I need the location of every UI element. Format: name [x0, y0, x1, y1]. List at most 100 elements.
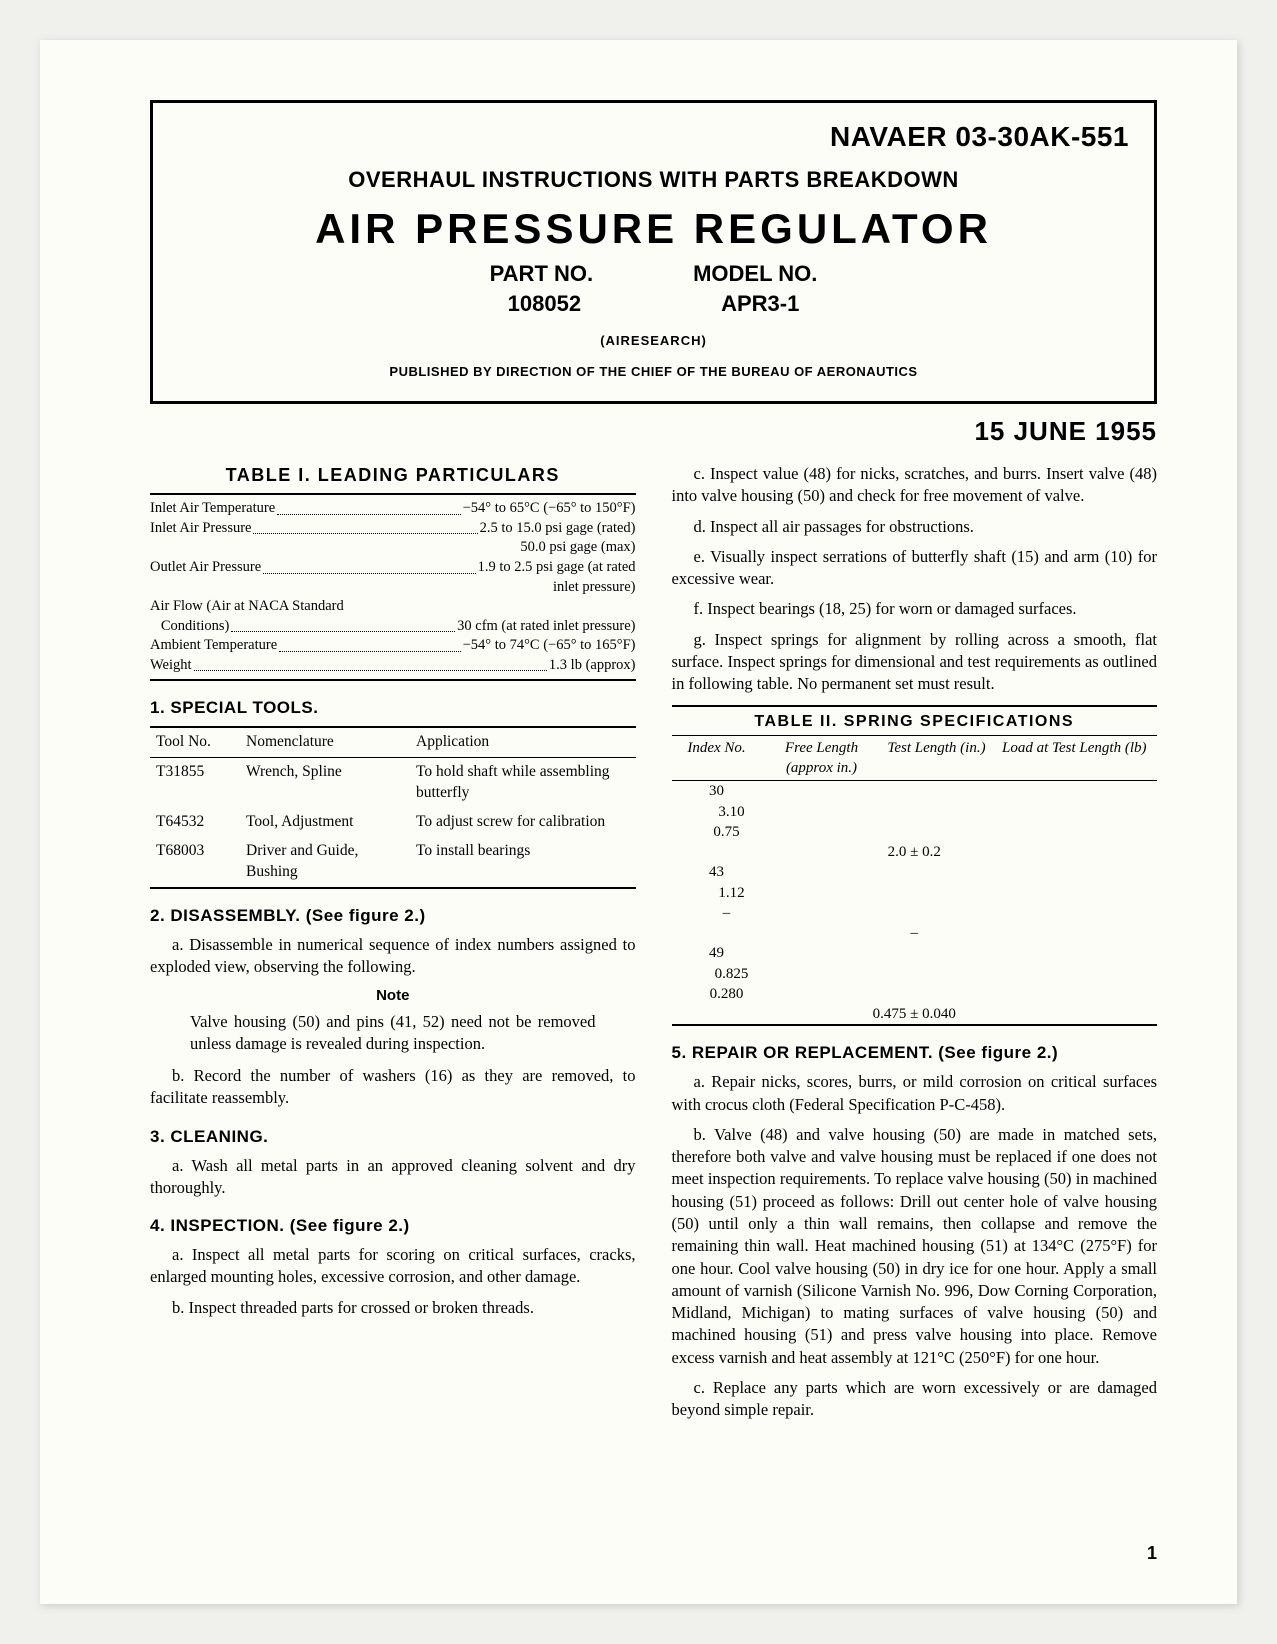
- spring-cell: –: [672, 903, 782, 923]
- document-date: 15 JUNE 1955: [150, 416, 1157, 447]
- leader-dots: [231, 617, 455, 633]
- particulars-label: Weight: [150, 656, 192, 676]
- tools-cell: Tool, Adjustment: [240, 812, 410, 833]
- table-1: TABLE I. LEADING PARTICULARS Inlet Air T…: [150, 463, 636, 681]
- section-1-head: 1. SPECIAL TOOLS.: [150, 697, 636, 720]
- spring-cell: 49: [672, 943, 762, 963]
- part-model-labels: PART NO. MODEL NO.: [178, 261, 1129, 287]
- content-columns: TABLE I. LEADING PARTICULARS Inlet Air T…: [150, 463, 1157, 1429]
- section-5-b: b. Valve (48) and valve housing (50) are…: [672, 1124, 1158, 1369]
- section-5-a: a. Repair nicks, scores, burrs, or mild …: [672, 1071, 1158, 1116]
- tools-cell: To install bearings: [410, 841, 636, 883]
- spring-cell: 1.12: [672, 883, 792, 903]
- leader-dots: [263, 558, 476, 574]
- section-4-c: c. Inspect value (48) for nicks, scratch…: [672, 463, 1158, 508]
- spring-col-2: Free Length (approx in.): [762, 738, 882, 779]
- tools-col-2: Nomenclature: [240, 732, 410, 753]
- spring-cell: 0.475 ± 0.040: [672, 1004, 1158, 1024]
- particulars-value: −54° to 65°C (−65° to 150°F): [463, 499, 636, 519]
- model-no-label: MODEL NO.: [693, 261, 817, 287]
- table-2-head: Index No. Free Length (approx in.) Test …: [672, 735, 1158, 782]
- spring-col-3: Test Length (in.): [882, 738, 992, 779]
- leader-dots: [253, 519, 477, 535]
- spring-row: 431.12––: [672, 862, 1158, 943]
- tools-col-1: Tool No.: [150, 732, 240, 753]
- particulars-subvalue: inlet pressure): [553, 578, 636, 598]
- document-title: AIR PRESSURE REGULATOR: [178, 205, 1129, 253]
- particulars-value: 2.5 to 15.0 psi gage (rated): [480, 519, 636, 539]
- leader-dots: [279, 636, 460, 652]
- section-2-head: 2. DISASSEMBLY. (See figure 2.): [150, 905, 636, 928]
- spring-cell: 0.75: [672, 822, 782, 842]
- particulars-label: Conditions): [150, 617, 229, 637]
- section-4-e: e. Visually inspect serrations of butter…: [672, 546, 1158, 591]
- particulars-label: Air Flow (Air at NACA Standard: [150, 597, 636, 617]
- manufacturer: (AIRESEARCH): [178, 333, 1129, 348]
- published-by: PUBLISHED BY DIRECTION OF THE CHIEF OF T…: [178, 364, 1129, 379]
- section-4-g: g. Inspect springs for alignment by roll…: [672, 629, 1158, 696]
- particulars-label: Inlet Air Temperature: [150, 499, 275, 519]
- spring-col-4: Load at Test Length (lb): [992, 738, 1158, 779]
- tools-row: T68003Driver and Guide, BushingTo instal…: [150, 837, 636, 887]
- spring-row: 490.8250.2800.475 ± 0.040: [672, 943, 1158, 1024]
- particulars-row: Ambient Temperature −54° to 74°C (−65° to…: [150, 636, 636, 656]
- spring-cell: 2.0 ± 0.2: [672, 842, 1158, 862]
- section-2-a: a. Disassemble in numerical sequence of …: [150, 934, 636, 979]
- tools-cell: T31855: [150, 762, 240, 804]
- tools-row: T31855Wrench, SplineTo hold shaft while …: [150, 758, 636, 808]
- part-no-value: 108052: [508, 291, 581, 317]
- tools-cell: T68003: [150, 841, 240, 883]
- tools-cell: To hold shaft while assembling butterfly: [410, 762, 636, 804]
- tools-cell: Wrench, Spline: [240, 762, 410, 804]
- page-number: 1: [1147, 1543, 1157, 1564]
- document-category: OVERHAUL INSTRUCTIONS WITH PARTS BREAKDO…: [178, 167, 1129, 193]
- right-column: c. Inspect value (48) for nicks, scratch…: [672, 463, 1158, 1429]
- particulars-row: Outlet Air Pressure 1.9 to 2.5 psi gage (…: [150, 558, 636, 578]
- particulars-value: 1.9 to 2.5 psi gage (at rated: [478, 558, 636, 578]
- part-model-values: 108052 APR3-1: [178, 291, 1129, 317]
- section-3-a: a. Wash all metal parts in an approved c…: [150, 1155, 636, 1200]
- particulars-row: Conditions) 30 cfm (at rated inlet pressu…: [150, 617, 636, 637]
- particulars-label: Inlet Air Pressure: [150, 519, 251, 539]
- section-4-a: a. Inspect all metal parts for scoring o…: [150, 1244, 636, 1289]
- leader-dots: [277, 499, 460, 515]
- spring-cell: 30: [672, 781, 762, 801]
- section-4-head: 4. INSPECTION. (See figure 2.): [150, 1215, 636, 1238]
- particulars-label: Outlet Air Pressure: [150, 558, 261, 578]
- tools-col-3: Application: [410, 732, 636, 753]
- section-2-b: b. Record the number of washers (16) as …: [150, 1065, 636, 1110]
- spring-cell: 0.280: [672, 984, 782, 1004]
- note-body: Valve housing (50) and pins (41, 52) nee…: [190, 1011, 596, 1056]
- particulars-row: Inlet Air Temperature −54° to 65°C (−65° …: [150, 499, 636, 519]
- spring-cell: 0.825: [672, 964, 792, 984]
- table-2-title: TABLE II. SPRING SPECIFICATIONS: [672, 707, 1158, 735]
- particulars-row: Weight 1.3 lb (approx): [150, 656, 636, 676]
- section-4-b: b. Inspect threaded parts for crossed or…: [150, 1297, 636, 1319]
- tools-table-head: Tool No. Nomenclature Application: [150, 728, 636, 758]
- tools-cell: To adjust screw for calibration: [410, 812, 636, 833]
- section-5-c: c. Replace any parts which are worn exce…: [672, 1377, 1158, 1422]
- particulars-value: 30 cfm (at rated inlet pressure): [457, 617, 635, 637]
- table-2: TABLE II. SPRING SPECIFICATIONS Index No…: [672, 705, 1158, 1026]
- section-5-head: 5. REPAIR OR REPLACEMENT. (See figure 2.…: [672, 1042, 1158, 1065]
- particulars-subvalue: 50.0 psi gage (max): [520, 538, 635, 558]
- section-3-head: 3. CLEANING.: [150, 1126, 636, 1149]
- left-column: TABLE I. LEADING PARTICULARS Inlet Air T…: [150, 463, 636, 1429]
- table-1-title: TABLE I. LEADING PARTICULARS: [150, 463, 636, 487]
- spring-cell: 3.10: [672, 802, 792, 822]
- model-no-value: APR3-1: [721, 291, 799, 317]
- spring-col-1: Index No.: [672, 738, 762, 779]
- spring-row: 303.100.752.0 ± 0.2: [672, 781, 1158, 862]
- tools-cell: Driver and Guide, Bushing: [240, 841, 410, 883]
- particulars-value: 1.3 lb (approx): [549, 656, 636, 676]
- particulars-label: Ambient Temperature: [150, 636, 277, 656]
- spring-cell: –: [672, 923, 1158, 943]
- leader-dots: [194, 656, 547, 672]
- document-number: NAVAER 03-30AK-551: [178, 121, 1129, 153]
- document-page: NAVAER 03-30AK-551 OVERHAUL INSTRUCTIONS…: [40, 40, 1237, 1604]
- section-4-f: f. Inspect bearings (18, 25) for worn or…: [672, 598, 1158, 620]
- particulars-row: Inlet Air Pressure 2.5 to 15.0 psi gage (…: [150, 519, 636, 539]
- particulars-value: −54° to 74°C (−65° to 165°F): [463, 636, 636, 656]
- tools-table: Tool No. Nomenclature Application T31855…: [150, 726, 636, 889]
- section-4-d: d. Inspect all air passages for obstruct…: [672, 516, 1158, 538]
